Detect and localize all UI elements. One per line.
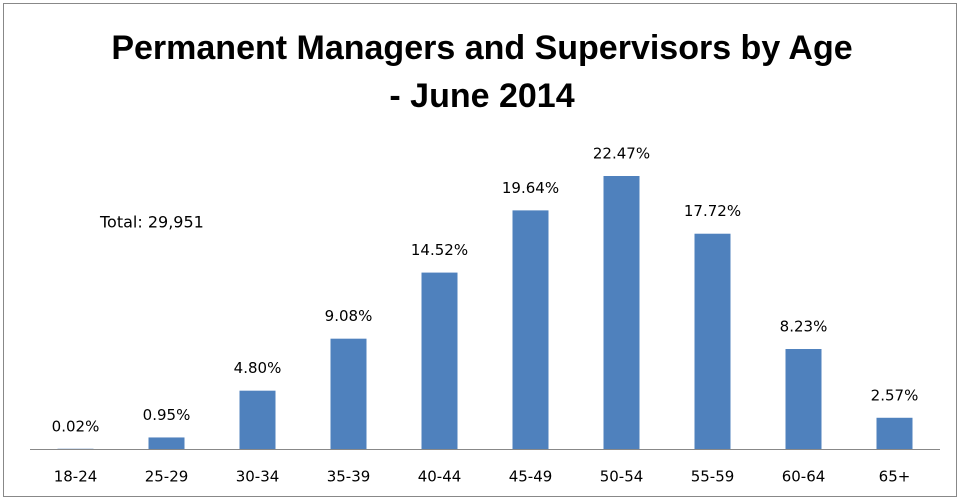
x-tick-label: 30-34 [236,468,280,486]
bar [512,210,549,449]
x-tick-label: 65+ [879,468,911,486]
bar [239,390,276,449]
data-label: 14.52% [411,241,468,259]
x-tick-label: 40-44 [418,468,462,486]
bar [876,417,913,449]
bar [421,272,458,449]
x-tick-label: 60-64 [782,468,826,486]
x-tick-label: 45-49 [509,468,553,486]
data-label: 0.95% [143,406,191,424]
x-tick-label: 55-59 [691,468,735,486]
data-label: 17.72% [684,202,741,220]
data-label: 4.80% [234,359,282,377]
data-label: 22.47% [593,145,650,163]
chart-title: - June 2014 [389,77,574,115]
x-tick-label: 25-29 [145,468,189,486]
data-label: 19.64% [502,179,559,197]
bar [148,437,185,449]
x-tick-label: 50-54 [600,468,644,486]
x-tick-label: 18-24 [54,468,98,486]
annotation: Total: 29,951 [99,213,204,232]
x-tick-label: 35-39 [327,468,371,486]
bar [694,233,731,449]
data-label: 8.23% [780,318,828,336]
bar [603,176,640,449]
chart-title: Permanent Managers and Supervisors by Ag… [111,29,852,67]
bar [785,349,822,449]
data-label: 2.57% [871,386,919,404]
bar [330,338,367,449]
data-label: 0.02% [52,417,100,435]
data-label: 9.08% [325,307,373,325]
